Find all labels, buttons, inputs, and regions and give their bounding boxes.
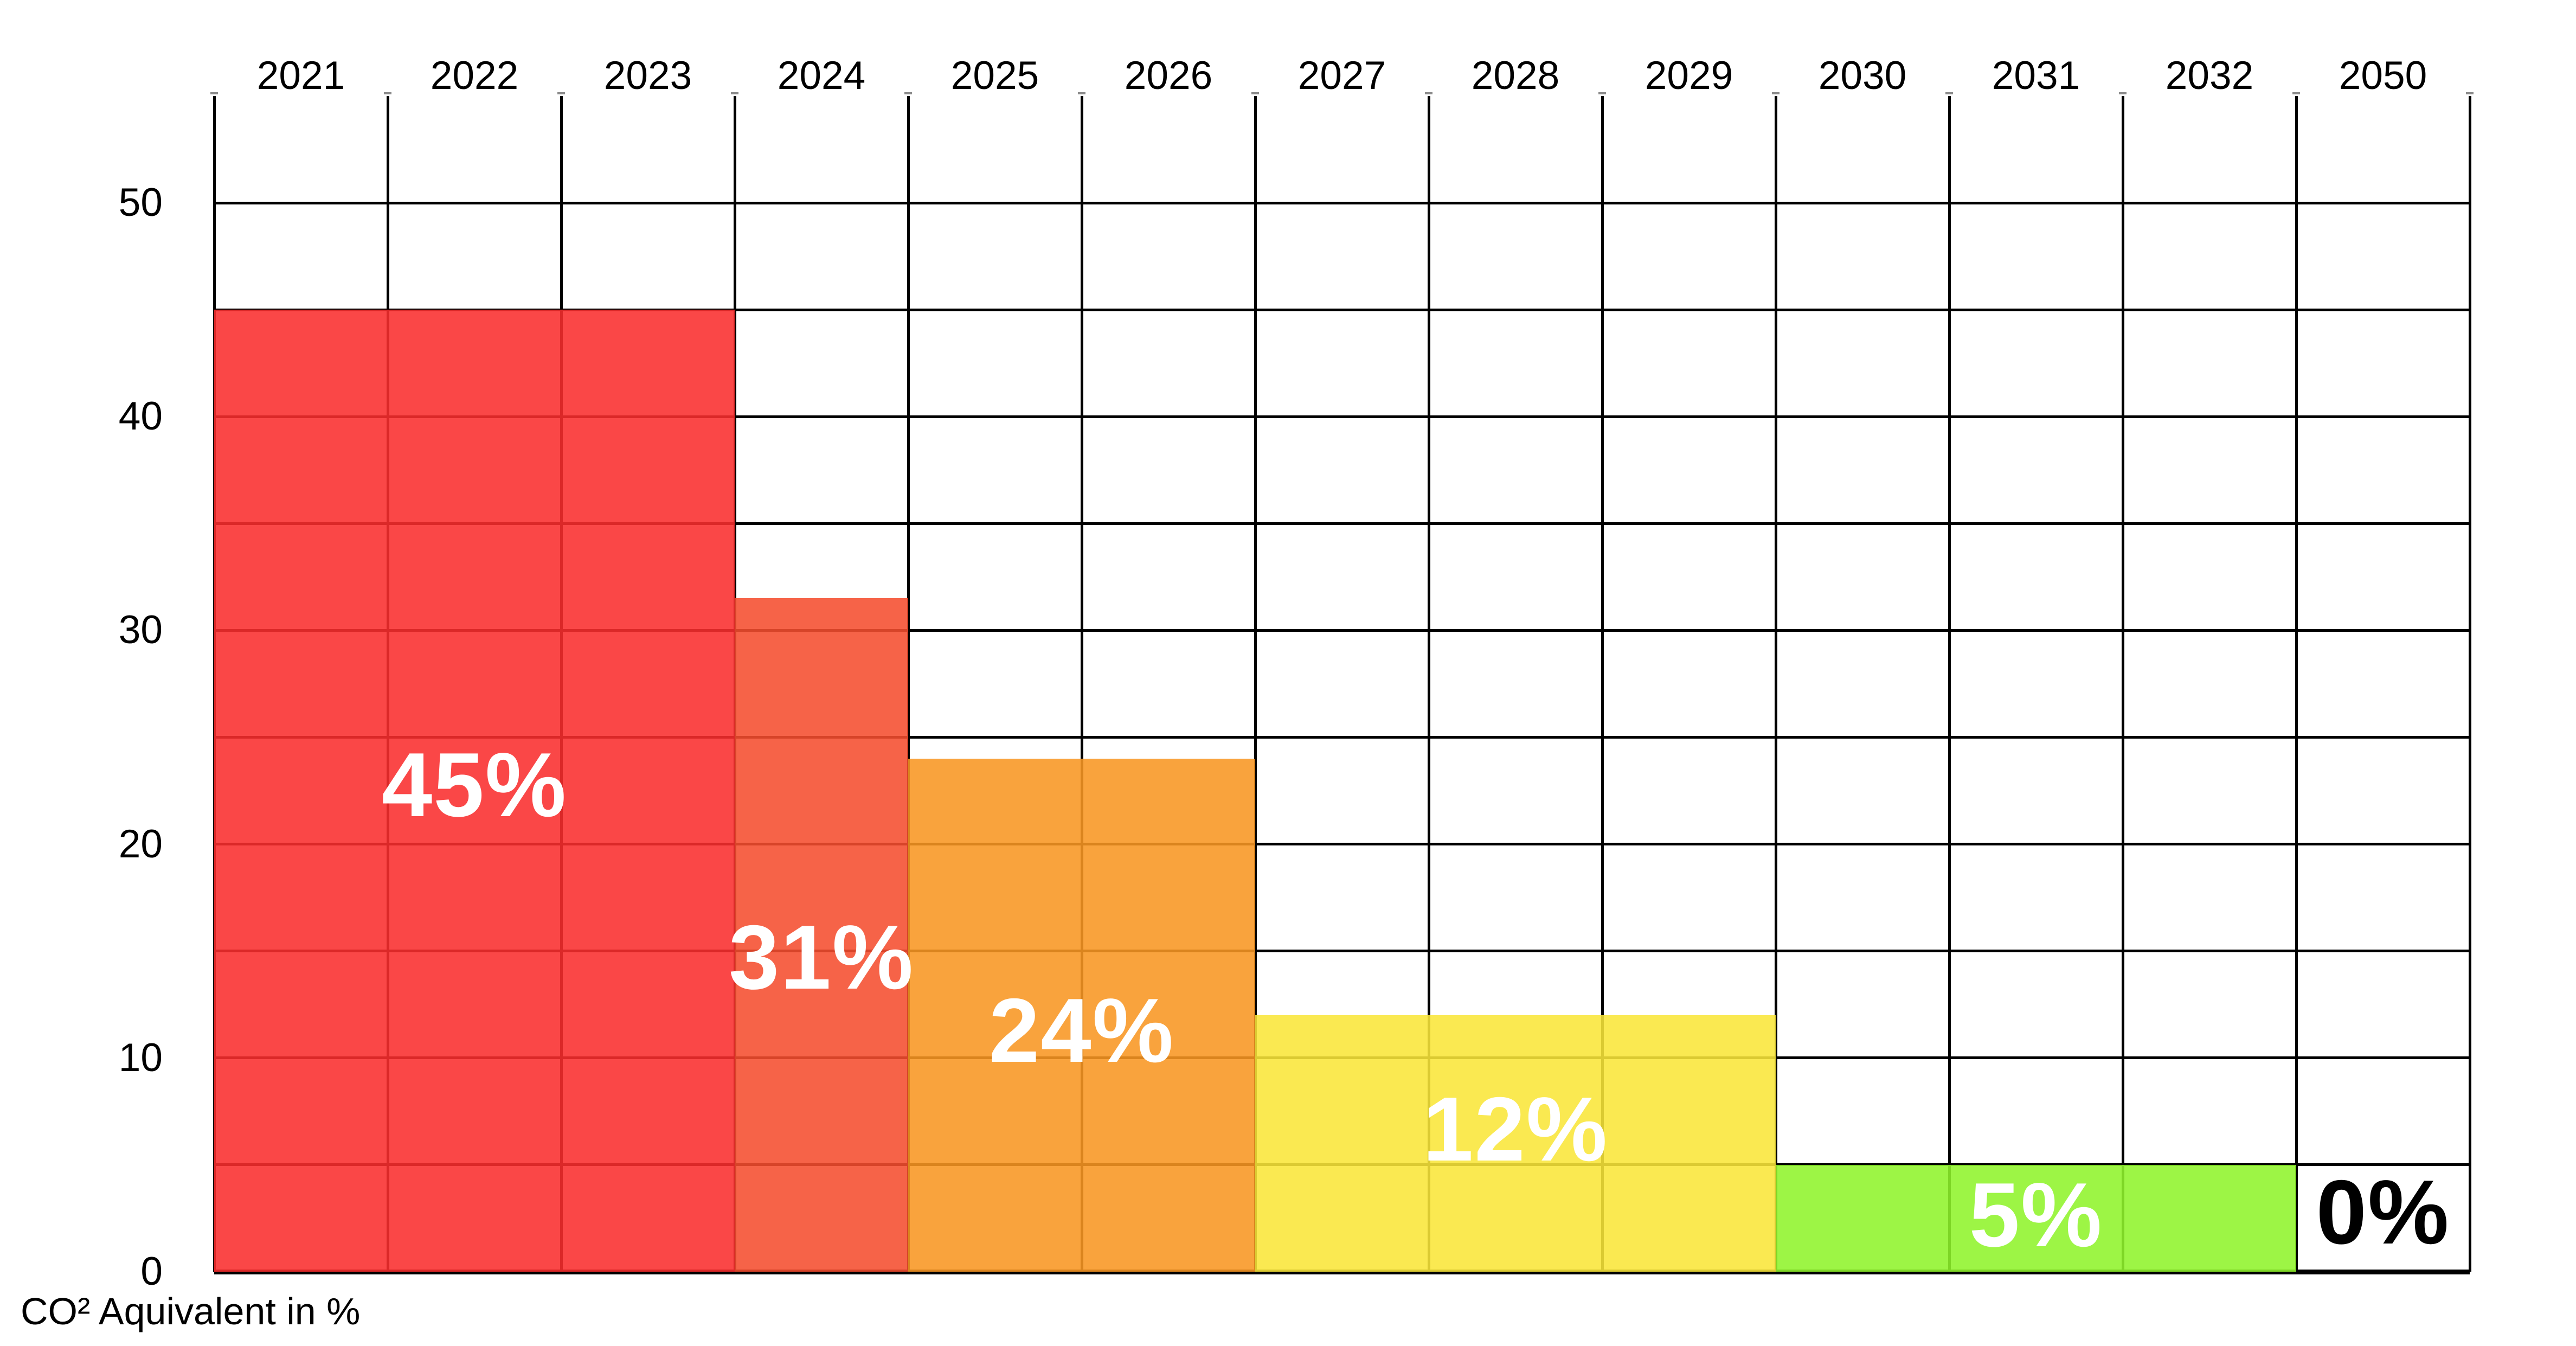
year-label-2029: 2029 [1644, 54, 1733, 98]
bar-label-45-percent: 45% [381, 734, 568, 836]
year-label-2050: 2050 [2339, 54, 2427, 98]
y-axis-title: CO² Aquivalent in % [21, 1290, 361, 1332]
v-gridline-10 [1948, 96, 1951, 1272]
year-label-2025: 2025 [950, 54, 1039, 98]
h-gridline-20 [214, 843, 2470, 845]
bar-2027-2029 [1255, 1015, 1776, 1272]
y-tick-label-0: 0 [140, 1249, 163, 1293]
bar-label-12-percent: 12% [1422, 1078, 1609, 1180]
year-label-2021: 2021 [256, 54, 345, 98]
top-tick-1 [384, 92, 391, 94]
bar-label-5-percent: 5% [1969, 1164, 2103, 1266]
v-gridline-8 [1601, 96, 1604, 1272]
year-label-2030: 2030 [1818, 54, 1907, 98]
v-gridline-12 [2295, 96, 2298, 1272]
top-tick-5 [1078, 92, 1085, 94]
top-tick-8 [1598, 92, 1606, 94]
top-tick-6 [1251, 92, 1259, 94]
top-tick-13 [2466, 92, 2474, 94]
y-tick-label-10: 10 [118, 1036, 163, 1080]
h-gridline-45 [214, 309, 2470, 311]
bar-label-24-percent: 24% [988, 979, 1175, 1081]
y-tick-label-50: 50 [118, 181, 163, 225]
top-tick-10 [1945, 92, 1953, 94]
year-label-2024: 2024 [777, 54, 866, 98]
year-label-2027: 2027 [1297, 54, 1386, 98]
top-tick-2 [557, 92, 565, 94]
axis-baseline [214, 1270, 2470, 1274]
year-label-2026: 2026 [1124, 54, 1213, 98]
top-tick-12 [2292, 92, 2300, 94]
bar-label-0-percent: 0% [2316, 1161, 2450, 1263]
year-label-2028: 2028 [1471, 54, 1560, 98]
year-label-2023: 2023 [603, 54, 692, 98]
top-tick-7 [1425, 92, 1432, 94]
bar-2021-2023 [214, 310, 735, 1272]
top-tick-3 [731, 92, 738, 94]
top-tick-0 [210, 92, 218, 94]
v-gridline-11 [2122, 96, 2124, 1272]
v-gridline-5 [1081, 96, 1083, 1272]
h-gridline-25 [214, 736, 2470, 739]
h-gridline-30 [214, 629, 2470, 632]
h-gridline-40 [214, 415, 2470, 418]
h-gridline-15 [214, 950, 2470, 952]
v-gridline-6 [1254, 96, 1257, 1272]
v-gridline-9 [1775, 96, 1777, 1272]
y-tick-label-40: 40 [118, 394, 163, 438]
v-gridline-4 [907, 96, 910, 1272]
h-gridline-35 [214, 522, 2470, 525]
top-tick-4 [904, 92, 912, 94]
bar-2030-2032 [1776, 1165, 2296, 1272]
bar-label-31-percent: 31% [728, 906, 915, 1008]
y-tick-label-30: 30 [118, 608, 163, 652]
top-tick-9 [1772, 92, 1780, 94]
h-gridline-50 [214, 202, 2470, 204]
top-tick-11 [2119, 92, 2127, 94]
v-gridline-7 [1428, 96, 1430, 1272]
year-label-2031: 2031 [1992, 54, 2080, 98]
v-gridline-13 [2469, 96, 2471, 1272]
year-label-2032: 2032 [2165, 54, 2254, 98]
y-tick-label-20: 20 [118, 822, 163, 866]
year-label-2022: 2022 [430, 54, 519, 98]
bar-2024 [735, 598, 908, 1272]
bar-2025-2026 [908, 759, 1255, 1272]
